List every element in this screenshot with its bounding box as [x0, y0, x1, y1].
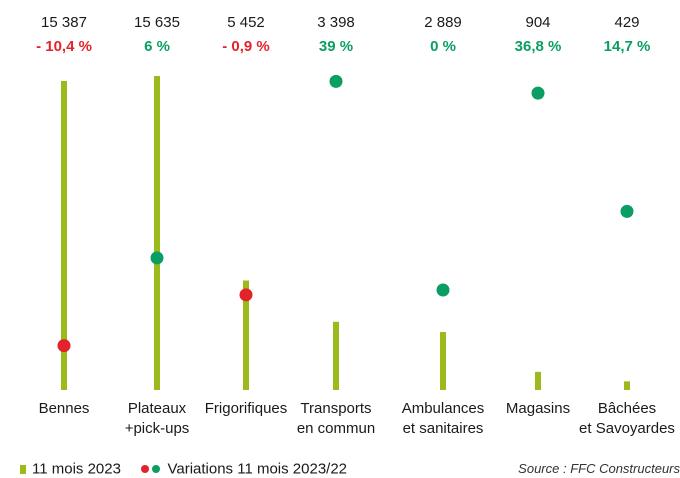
- bar: [535, 371, 541, 390]
- bars: [61, 76, 630, 390]
- bar: [624, 381, 630, 390]
- top-values: 15 387 - 10,4 % 15 635 6 % 5 452 - 0,9 % 3 398…: [36, 14, 650, 55]
- legend-dot-label: Variations 11 mois 2023/22: [167, 460, 348, 478]
- variation-label: - 10,4 %: [36, 38, 92, 55]
- value-label: 904: [525, 14, 550, 31]
- category-label: Bennes: [39, 400, 90, 417]
- legend-bar-label: 11 mois 2023: [32, 460, 121, 478]
- legend-positive-dot: [152, 465, 161, 474]
- category-label: Frigorifiques: [205, 400, 288, 417]
- value-label: 429: [614, 14, 639, 31]
- chart: 15 387 - 10,4 % 15 635 6 % 5 452 - 0,9 % 3 398…: [36, 14, 675, 437]
- value-label: 15 387: [41, 14, 87, 31]
- dots: [57, 74, 634, 353]
- variation-label: 36,8 %: [515, 38, 562, 55]
- bar: [243, 280, 249, 390]
- source-note: Source : FFC Constructeurs: [518, 461, 680, 476]
- variation-dot: [239, 288, 253, 302]
- legend: 11 mois 2023 Variations 11 mois 2023/22: [20, 460, 347, 478]
- variation-label: 14,7 %: [604, 38, 651, 55]
- bar: [61, 80, 67, 390]
- variation-label: 6 %: [144, 38, 170, 55]
- variation-dot: [531, 86, 545, 100]
- category-label: Magasins: [506, 400, 570, 417]
- category-label: Ambulances et sanitaires: [402, 400, 485, 437]
- variation-dot: [329, 74, 343, 88]
- bar: [154, 76, 160, 390]
- value-label: 2 889: [424, 14, 462, 31]
- category-label: Plateaux +pick-ups: [125, 400, 190, 437]
- value-label: 5 452: [227, 14, 265, 31]
- variation-label: 0 %: [430, 38, 456, 55]
- bar: [333, 321, 339, 390]
- variation-dot: [436, 283, 450, 297]
- legend-negative-dot: [141, 465, 150, 474]
- variation-label: - 0,9 %: [222, 38, 270, 55]
- category-labels: Bennes Plateaux +pick-ups Frigorifiques Tran…: [39, 400, 675, 437]
- variation-label: 39 %: [319, 38, 353, 55]
- value-label: 3 398: [317, 14, 355, 31]
- bar: [440, 331, 446, 390]
- value-label: 15 635: [134, 14, 180, 31]
- category-label: Bâchées et Savoyardes: [579, 400, 675, 437]
- legend-bar-swatch: [20, 464, 26, 474]
- variation-dot: [620, 204, 634, 218]
- category-label: Transports en commun: [297, 400, 375, 437]
- variation-dot: [57, 339, 71, 353]
- variation-dot: [150, 251, 164, 265]
